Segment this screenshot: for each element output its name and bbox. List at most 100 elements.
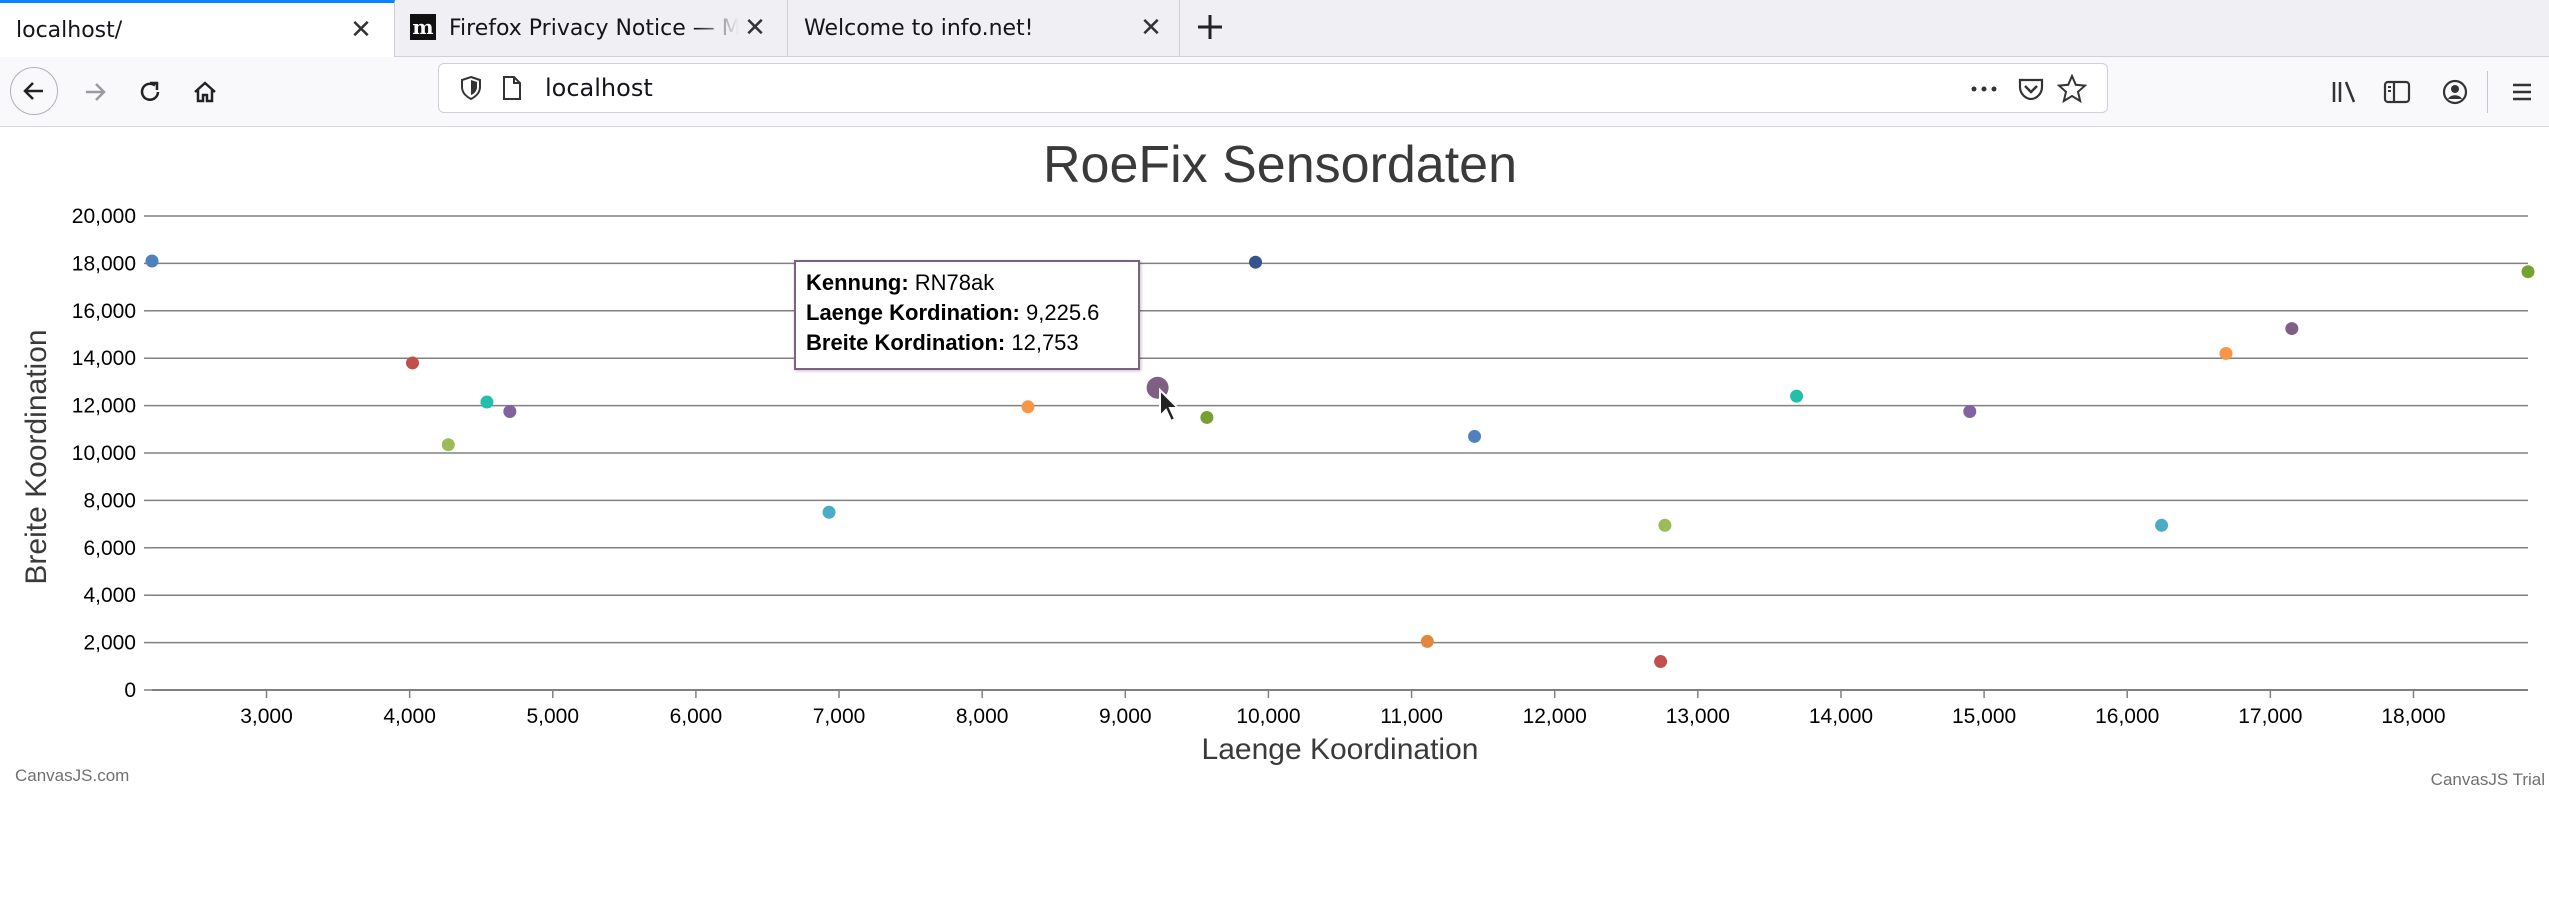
y-tick-label: 8,000 xyxy=(83,489,136,512)
data-point[interactable] xyxy=(2285,322,2299,336)
back-arrow-icon xyxy=(23,82,43,100)
y-tick-label: 20,000 xyxy=(72,205,136,228)
x-tick-label: 3,000 xyxy=(240,705,293,728)
x-tick-label: 13,000 xyxy=(1666,705,1730,728)
data-point[interactable] xyxy=(1654,655,1668,669)
mozilla-favicon-icon: m xyxy=(410,14,436,40)
x-tick-label: 15,000 xyxy=(1952,705,2016,728)
url-bar[interactable]: localhost xyxy=(438,63,2108,113)
x-tick-label: 8,000 xyxy=(956,705,1009,728)
data-point[interactable] xyxy=(1021,400,1035,414)
x-tick-label: 7,000 xyxy=(813,705,866,728)
close-tab-icon[interactable]: ✕ xyxy=(350,15,372,45)
mouse-cursor-icon xyxy=(1159,388,1181,423)
y-tick-label: 16,000 xyxy=(72,300,136,323)
y-tick-label: 0 xyxy=(124,679,136,702)
tooltip-x-label: Laenge Kordination: xyxy=(806,300,1020,325)
data-point[interactable] xyxy=(1963,405,1977,419)
home-button[interactable] xyxy=(180,67,230,117)
sidebar-icon xyxy=(2383,80,2411,104)
data-point[interactable] xyxy=(1468,429,1482,443)
data-point[interactable] xyxy=(1420,634,1434,648)
data-point[interactable] xyxy=(822,505,836,519)
back-button[interactable] xyxy=(10,67,58,115)
menu-icon xyxy=(2513,83,2531,101)
data-point[interactable] xyxy=(1249,255,1263,269)
account-button[interactable] xyxy=(2430,67,2480,117)
pocket-icon[interactable] xyxy=(2017,76,2045,102)
tab-title: localhost/ xyxy=(16,17,123,43)
shield-icon[interactable] xyxy=(459,75,483,101)
chart-title: RoeFix Sensordaten xyxy=(1043,136,1517,194)
y-tick-label: 18,000 xyxy=(72,252,136,275)
data-points xyxy=(145,254,2535,669)
data-point[interactable] xyxy=(503,405,517,419)
reload-icon xyxy=(140,81,160,101)
close-tab-icon[interactable]: ✕ xyxy=(1140,13,1162,43)
y-tick-label: 4,000 xyxy=(83,584,136,607)
canvasjs-credit-left[interactable]: CanvasJS.com xyxy=(15,766,129,785)
sidebar-button[interactable] xyxy=(2372,67,2422,117)
tab-welcome-info[interactable]: Welcome to info.net! ✕ xyxy=(788,0,1180,56)
forward-arrow-icon xyxy=(86,83,106,101)
tab-title: Firefox Privacy Notice — Mozilla xyxy=(449,15,739,41)
data-point[interactable] xyxy=(1658,518,1672,532)
tab-firefox-privacy[interactable]: m Firefox Privacy Notice — Mozilla ✕ xyxy=(395,0,788,56)
tooltip-y-label: Breite Kordination: xyxy=(806,330,1006,355)
library-icon xyxy=(2332,81,2356,103)
new-tab-button[interactable] xyxy=(1190,7,1230,47)
tooltip-id-label: Kennung: xyxy=(806,270,909,295)
tooltip-y-value: 12,753 xyxy=(1011,330,1079,355)
y-tick-labels: 0 2,000 4,000 6,000 8,000 10,000 12,000 14,000 1… xyxy=(72,205,152,702)
home-icon xyxy=(194,81,216,103)
x-tick-label: 4,000 xyxy=(383,705,436,728)
close-tab-icon[interactable]: ✕ xyxy=(744,13,766,43)
toolbar-divider xyxy=(2487,71,2488,113)
star-icon[interactable] xyxy=(2057,74,2087,104)
y-tick-label: 2,000 xyxy=(83,632,136,655)
data-point[interactable] xyxy=(480,395,494,409)
url-text[interactable]: localhost xyxy=(545,74,653,102)
plus-icon xyxy=(1198,15,1222,39)
data-point[interactable] xyxy=(2219,346,2233,360)
forward-button[interactable] xyxy=(70,67,120,117)
library-button[interactable] xyxy=(2320,67,2370,117)
x-axis-label: Laenge Koordination xyxy=(1202,733,1479,766)
data-point[interactable] xyxy=(145,254,159,268)
tooltip-id-value: RN78ak xyxy=(914,270,995,295)
tab-localhost[interactable]: localhost/ ✕ xyxy=(0,0,395,57)
y-tick-label: 14,000 xyxy=(72,347,136,370)
x-tick-labels: 3,000 4,000 5,000 6,000 7,000 8,000 9,000 10,00… xyxy=(240,690,2446,728)
menu-button[interactable] xyxy=(2500,67,2544,117)
x-tick-label: 6,000 xyxy=(670,705,723,728)
more-dots-icon[interactable] xyxy=(1969,77,1999,101)
data-point[interactable] xyxy=(1790,389,1804,403)
data-point[interactable] xyxy=(2155,518,2169,532)
tab-title: Welcome to info.net! xyxy=(804,15,1034,41)
x-tick-label: 18,000 xyxy=(2381,705,2445,728)
data-point[interactable] xyxy=(406,356,420,370)
x-tick-label: 11,000 xyxy=(1380,705,1443,728)
tooltip-x-value: 9,225.6 xyxy=(1026,300,1100,325)
canvasjs-credit-right[interactable]: CanvasJS Trial xyxy=(2431,770,2545,789)
x-tick-label: 9,000 xyxy=(1099,705,1152,728)
y-axis-label: Breite Koordination xyxy=(20,329,53,584)
x-tick-label: 10,000 xyxy=(1236,705,1300,728)
navigation-toolbar: localhost xyxy=(0,57,2549,127)
y-tick-label: 6,000 xyxy=(83,537,136,560)
x-tick-label: 17,000 xyxy=(2238,705,2302,728)
data-point[interactable] xyxy=(2521,265,2535,279)
tab-strip: localhost/ ✕ m Firefox Privacy Notice — … xyxy=(0,0,2549,57)
scatter-chart: RoeFix Sensordaten 0 2,000 4,000 6,000 8,000… xyxy=(15,136,2545,789)
x-tick-label: 5,000 xyxy=(526,705,579,728)
y-tick-label: 10,000 xyxy=(72,442,136,465)
x-tick-label: 16,000 xyxy=(2095,705,2159,728)
chart-tooltip: Kennung: RN78ak Laenge Kordination: 9,22… xyxy=(794,260,1140,370)
x-tick-label: 12,000 xyxy=(1523,705,1587,728)
y-tick-label: 12,000 xyxy=(72,395,136,418)
data-point[interactable] xyxy=(1200,410,1214,424)
data-point[interactable] xyxy=(441,438,455,452)
chart-container: RoeFix Sensordaten 0 2,000 4,000 6,000 8,000… xyxy=(0,128,2549,899)
reload-button[interactable] xyxy=(125,67,175,117)
page-icon[interactable] xyxy=(501,75,523,101)
